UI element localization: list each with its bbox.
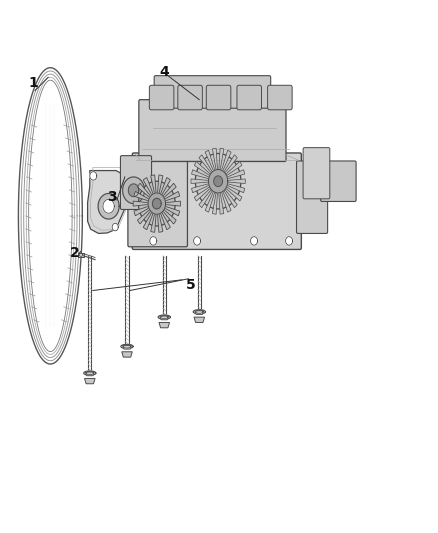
- Wedge shape: [218, 181, 242, 201]
- Text: 4: 4: [159, 65, 169, 79]
- FancyBboxPatch shape: [154, 76, 271, 108]
- Polygon shape: [88, 171, 140, 233]
- Polygon shape: [85, 372, 94, 376]
- Wedge shape: [157, 177, 170, 204]
- Polygon shape: [158, 315, 170, 319]
- Polygon shape: [194, 317, 205, 322]
- Polygon shape: [160, 316, 169, 320]
- Polygon shape: [98, 193, 119, 219]
- Polygon shape: [159, 322, 170, 328]
- Polygon shape: [122, 352, 132, 357]
- Wedge shape: [157, 201, 180, 206]
- Wedge shape: [212, 181, 218, 214]
- FancyBboxPatch shape: [128, 161, 187, 247]
- Wedge shape: [191, 179, 218, 183]
- Wedge shape: [157, 191, 180, 204]
- Polygon shape: [194, 237, 201, 245]
- Wedge shape: [212, 148, 218, 181]
- Wedge shape: [191, 181, 218, 193]
- Wedge shape: [194, 181, 218, 201]
- Polygon shape: [103, 199, 114, 213]
- FancyBboxPatch shape: [139, 100, 286, 161]
- Polygon shape: [138, 181, 175, 226]
- Bar: [78, 253, 84, 257]
- Polygon shape: [123, 177, 145, 204]
- Wedge shape: [138, 204, 157, 224]
- Wedge shape: [218, 181, 245, 193]
- Polygon shape: [123, 345, 131, 349]
- FancyBboxPatch shape: [120, 156, 152, 209]
- Wedge shape: [157, 204, 180, 216]
- Polygon shape: [286, 237, 293, 245]
- Wedge shape: [218, 148, 224, 181]
- Wedge shape: [157, 175, 163, 204]
- Wedge shape: [199, 181, 218, 208]
- Wedge shape: [205, 181, 218, 212]
- Wedge shape: [218, 181, 237, 208]
- FancyBboxPatch shape: [268, 85, 292, 110]
- Polygon shape: [128, 184, 139, 197]
- Wedge shape: [143, 177, 157, 204]
- Wedge shape: [205, 150, 218, 181]
- Wedge shape: [218, 181, 224, 214]
- FancyBboxPatch shape: [132, 153, 301, 249]
- Wedge shape: [134, 204, 157, 216]
- Polygon shape: [193, 310, 205, 314]
- Polygon shape: [84, 371, 96, 375]
- Wedge shape: [143, 204, 157, 230]
- Polygon shape: [152, 198, 161, 209]
- Polygon shape: [214, 176, 223, 187]
- Wedge shape: [138, 183, 157, 204]
- Wedge shape: [199, 155, 218, 181]
- Wedge shape: [191, 169, 218, 181]
- Polygon shape: [121, 344, 133, 349]
- Wedge shape: [157, 204, 176, 224]
- FancyBboxPatch shape: [178, 85, 202, 110]
- Polygon shape: [90, 172, 97, 180]
- Wedge shape: [218, 179, 245, 183]
- FancyBboxPatch shape: [303, 148, 330, 199]
- FancyBboxPatch shape: [297, 161, 328, 233]
- Polygon shape: [195, 311, 204, 314]
- Text: 2: 2: [70, 246, 79, 260]
- FancyBboxPatch shape: [237, 85, 261, 110]
- Wedge shape: [218, 150, 231, 181]
- FancyBboxPatch shape: [149, 85, 174, 110]
- Polygon shape: [148, 193, 166, 214]
- Text: 3: 3: [107, 190, 117, 204]
- Wedge shape: [134, 191, 157, 204]
- Wedge shape: [157, 204, 170, 230]
- Text: 1: 1: [28, 76, 38, 90]
- Wedge shape: [218, 161, 242, 181]
- FancyBboxPatch shape: [321, 161, 356, 201]
- Polygon shape: [195, 154, 241, 209]
- Wedge shape: [151, 175, 157, 204]
- Polygon shape: [85, 378, 95, 384]
- Polygon shape: [208, 169, 228, 193]
- Wedge shape: [151, 204, 157, 232]
- Polygon shape: [251, 237, 258, 245]
- Wedge shape: [218, 155, 237, 181]
- Text: 5: 5: [186, 278, 195, 292]
- Wedge shape: [133, 201, 157, 206]
- Wedge shape: [218, 169, 245, 181]
- Wedge shape: [218, 181, 231, 212]
- Polygon shape: [112, 223, 118, 231]
- Wedge shape: [157, 204, 163, 232]
- Wedge shape: [157, 183, 176, 204]
- FancyBboxPatch shape: [206, 85, 231, 110]
- Wedge shape: [194, 161, 218, 181]
- Polygon shape: [150, 237, 157, 245]
